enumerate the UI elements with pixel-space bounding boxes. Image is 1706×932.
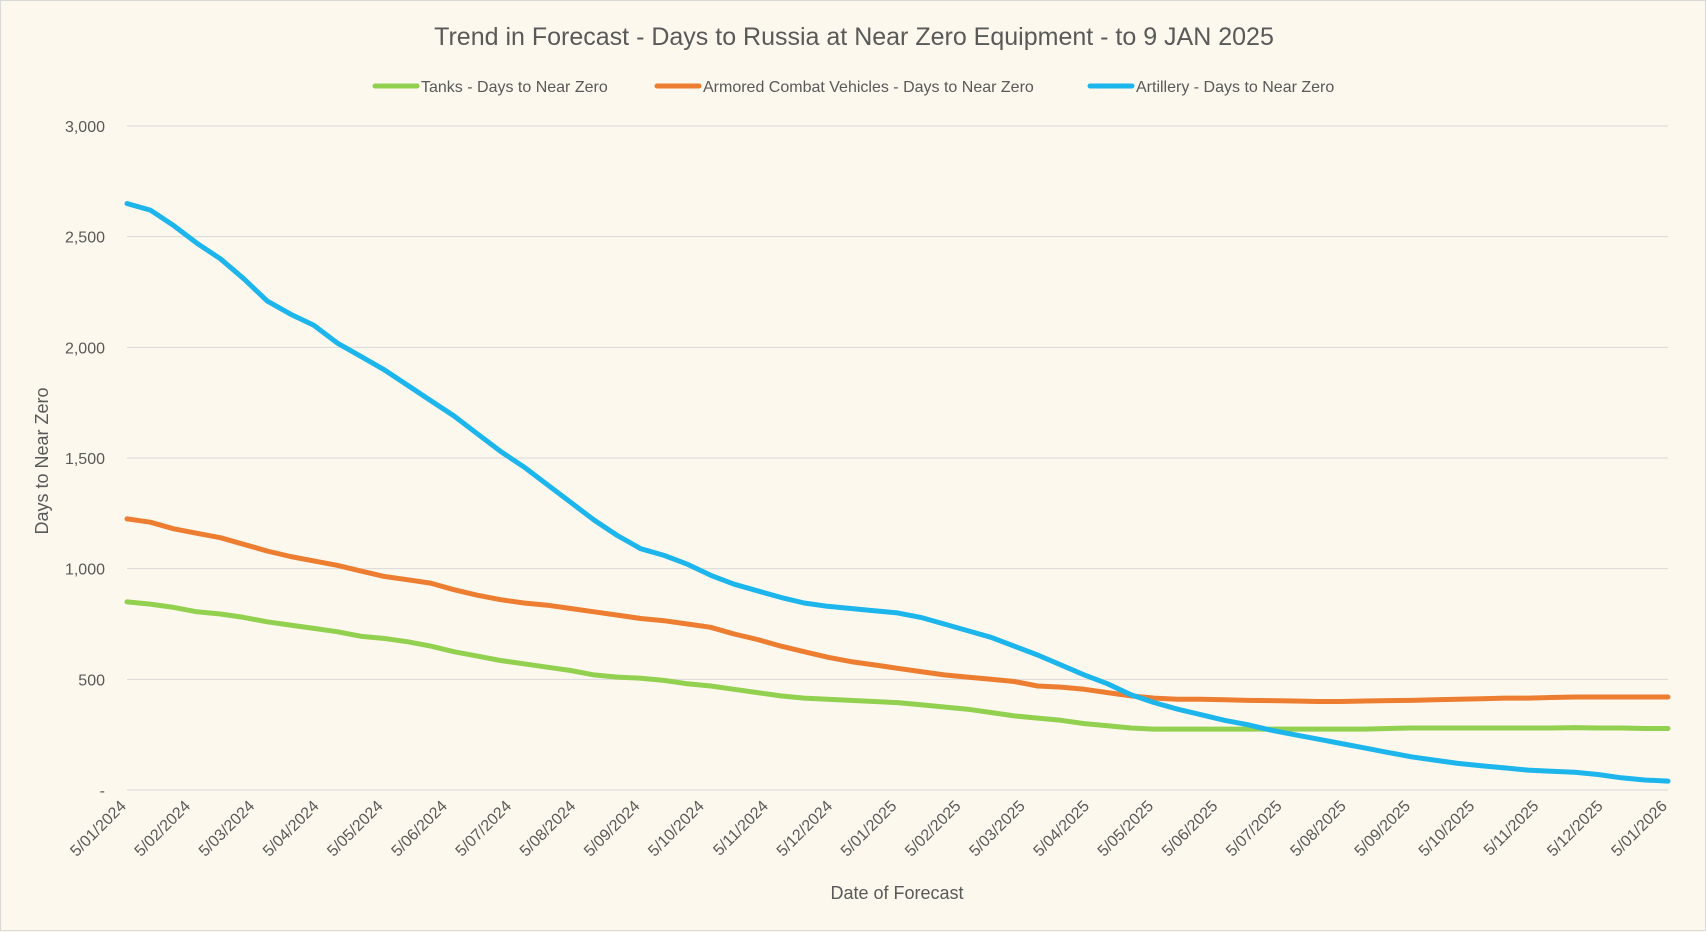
x-tick-label: 5/09/2024 — [581, 798, 643, 860]
x-tick-label: 5/11/2025 — [1481, 798, 1543, 860]
x-tick-label: 5/03/2025 — [966, 798, 1028, 860]
x-axis-ticks: 5/01/2024 5/02/2024 5/03/2024 5/04/2024 5/05… — [67, 798, 1670, 860]
legend: Tanks - Days to Near Zero Armored Combat … — [372, 79, 1334, 96]
x-tick-label: 5/10/2024 — [645, 798, 707, 860]
y-axis-title: Days to Near Zero — [32, 387, 52, 534]
x-tick-label: 5/04/2024 — [260, 798, 322, 860]
x-tick-label: 5/03/2024 — [196, 798, 258, 860]
legend-item-armored-combat-vehicles: Armored Combat Vehicles - Days to Near Z… — [654, 79, 1034, 96]
series-lines — [124, 201, 1671, 784]
x-tick-label: 5/07/2024 — [453, 798, 515, 860]
x-tick-label: 5/06/2024 — [389, 798, 451, 860]
x-tick-label: 5/11/2024 — [710, 798, 772, 860]
series-line-tanks — [124, 599, 1671, 732]
x-tick-label: 5/04/2025 — [1031, 798, 1093, 860]
y-tick-label: 2,500 — [65, 230, 105, 247]
y-tick-label: 500 — [78, 672, 105, 689]
legend-item-tanks: Tanks - Days to Near Zero — [372, 79, 608, 96]
y-tick-label: - — [100, 783, 105, 800]
x-tick-label: 5/01/2025 — [838, 798, 900, 860]
x-tick-label: 5/06/2025 — [1159, 798, 1221, 860]
x-tick-label: 5/01/2024 — [67, 798, 129, 860]
x-tick-label: 5/12/2025 — [1544, 798, 1606, 860]
x-tick-label: 5/01/2026 — [1608, 798, 1670, 860]
y-tick-label: 1,500 — [65, 451, 105, 468]
x-tick-label: 5/02/2025 — [902, 798, 964, 860]
x-axis-title: Date of Forecast — [830, 883, 963, 903]
y-tick-label: 3,000 — [65, 119, 105, 136]
x-tick-label: 5/10/2025 — [1416, 798, 1478, 860]
y-tick-label: 1,000 — [65, 562, 105, 579]
x-tick-label: 5/02/2024 — [132, 798, 194, 860]
x-tick-label: 5/08/2025 — [1287, 798, 1349, 860]
x-tick-label: 5/08/2024 — [517, 798, 579, 860]
legend-label: Armored Combat Vehicles - Days to Near Z… — [703, 79, 1034, 96]
series-line-armored-combat-vehicles — [124, 516, 1671, 704]
series-line-artillery — [124, 201, 1671, 784]
x-tick-label: 5/05/2025 — [1095, 798, 1157, 860]
y-axis-ticks: - 500 1,000 1,500 2,000 2,500 3,000 — [65, 119, 105, 800]
y-tick-label: 2,000 — [65, 340, 105, 357]
x-tick-label: 5/05/2024 — [324, 798, 386, 860]
chart-title: Trend in Forecast - Days to Russia at Ne… — [434, 23, 1274, 51]
legend-item-artillery: Artillery - Days to Near Zero — [1087, 79, 1334, 96]
x-tick-label: 5/07/2025 — [1223, 798, 1285, 860]
x-tick-label: 5/09/2025 — [1352, 798, 1414, 860]
legend-label: Artillery - Days to Near Zero — [1136, 79, 1334, 96]
gridlines — [127, 125, 1668, 791]
x-tick-label: 5/12/2024 — [774, 798, 836, 860]
legend-label: Tanks - Days to Near Zero — [421, 79, 608, 96]
